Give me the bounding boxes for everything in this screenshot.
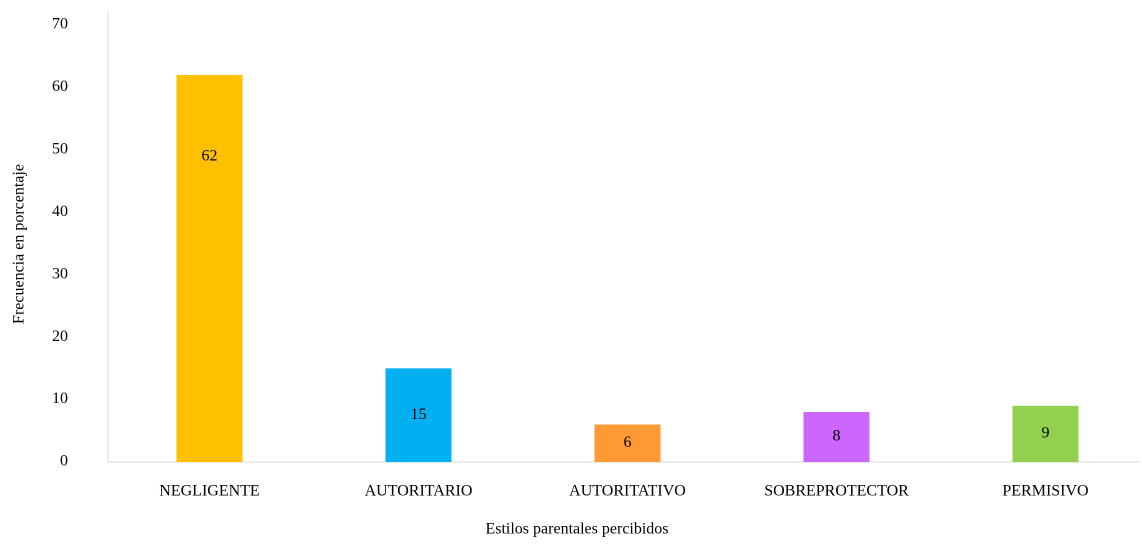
y-tick-label: 50 [52,141,68,158]
bar [385,368,452,462]
data-label: 9 [1042,425,1050,442]
bar [176,74,243,462]
bar [1012,405,1079,462]
y-tick-label: 10 [52,390,68,407]
x-tick-label: SOBREPROTECTOR [764,483,909,500]
y-tick-label: 30 [52,265,68,282]
x-tick-label: NEGLIGENTE [159,483,259,500]
y-tick-label: 0 [60,453,68,470]
y-tick-label: 70 [52,16,68,33]
x-tick-label: PERMISIVO [1002,483,1088,500]
data-label: 15 [411,406,427,423]
y-tick-label: 40 [52,203,68,220]
data-label: 62 [202,148,218,165]
y-tick-label: 20 [52,328,68,345]
x-tick-label: AUTORITARIO [365,483,473,500]
y-tick-label: 60 [52,78,68,95]
bar [803,412,870,462]
x-tick-label: AUTORITATIVO [569,483,686,500]
x-axis-label: Estilos parentales percibidos [485,521,668,538]
bar [594,424,661,462]
data-label: 6 [624,434,632,451]
data-label: 8 [833,428,841,445]
y-axis-label: Frecuencia en porcentaje [11,164,28,324]
